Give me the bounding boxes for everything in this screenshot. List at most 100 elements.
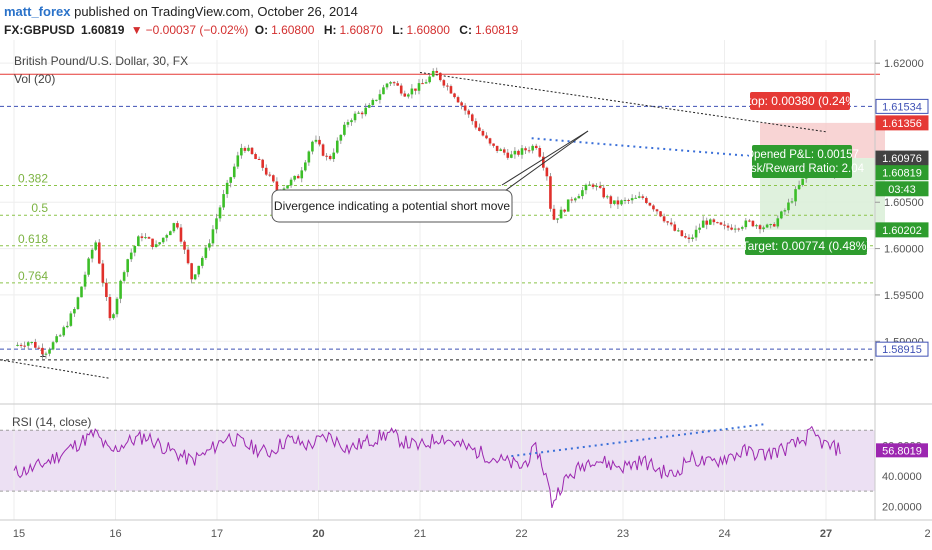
candle-body (439, 72, 442, 81)
candle-body (780, 211, 783, 219)
candle-body (169, 231, 172, 236)
candle-body (247, 147, 250, 151)
candle-body (698, 227, 701, 230)
time-tick-label: 15 (13, 528, 25, 540)
candle-body (225, 182, 229, 195)
candle-body (506, 152, 510, 158)
candle-body (723, 224, 726, 226)
fib-label: 0.5 (31, 201, 48, 215)
candle-body (414, 88, 417, 91)
price-badge-label: 03:43 (888, 184, 916, 196)
candle-body (385, 83, 389, 88)
low-label: L: (392, 23, 404, 37)
target-label[interactable]: Target: 0.00774 (0.48%) (742, 237, 871, 255)
candle-body (272, 175, 275, 182)
candle-body (240, 147, 243, 156)
candle-body (584, 184, 588, 191)
annotation-text: Divergence indicating a potential short … (274, 199, 510, 213)
candle-body (218, 207, 222, 219)
candle-body (186, 249, 190, 264)
fib-label: 0.618 (18, 232, 48, 246)
candle-body (161, 237, 165, 243)
price-badge-box (875, 98, 929, 114)
candle-body (687, 237, 691, 240)
candle-body (48, 349, 51, 354)
candle-body (566, 199, 570, 212)
price-badge: 1.61534 (875, 98, 929, 114)
candle-body (467, 110, 471, 115)
candle-body (62, 327, 66, 336)
candle-body (371, 99, 375, 105)
annotation[interactable]: Divergence indicating a potential short … (271, 130, 589, 223)
candle-body (165, 235, 169, 238)
price-badge-label: 1.60202 (882, 225, 922, 237)
candle-body (122, 272, 126, 281)
time-tick-label: 20 (312, 528, 324, 540)
trend-line-top (419, 71, 827, 133)
candle-body (51, 342, 55, 350)
candle-body (666, 221, 669, 223)
candle-body (623, 199, 627, 201)
candle-body (307, 151, 311, 163)
candle-body (474, 121, 478, 128)
candle-body (531, 145, 534, 151)
candle-body (375, 99, 378, 101)
candle-body (783, 210, 787, 212)
candle-body (588, 184, 591, 186)
candle-body (332, 152, 336, 160)
candle-body (431, 70, 435, 77)
time-tick-label: 22 (515, 528, 527, 540)
candle-body (300, 170, 304, 179)
candle-body (694, 229, 698, 238)
candle-body (556, 218, 559, 220)
candle-body (34, 341, 37, 348)
candle-body (399, 85, 403, 94)
fib-label: 0.382 (18, 172, 48, 186)
candle-body (65, 325, 69, 328)
candle-body (591, 184, 595, 187)
candle-body (765, 224, 769, 228)
candle-body (776, 218, 780, 227)
time-tick-label: 21 (414, 528, 426, 540)
candle-body (264, 167, 268, 175)
time-axis[interactable]: 15 16 17 20 21 22 23 24 27 2 (13, 528, 931, 540)
candle-body (645, 197, 648, 203)
candle-body (794, 189, 797, 202)
candle-body (378, 94, 382, 100)
candle-body (94, 242, 98, 250)
price-badge: 1.60202 (875, 222, 929, 238)
rsi-tick-label: 40.0000 (882, 471, 922, 483)
candle-body (755, 225, 758, 227)
candle-body (243, 147, 247, 151)
candle-body (172, 223, 176, 232)
candle-body (769, 224, 772, 226)
candle-body (151, 238, 154, 248)
price-badge-box (875, 165, 929, 181)
candle-body (677, 230, 680, 232)
candle-body (527, 150, 531, 152)
candle-body (80, 286, 83, 298)
candle-body (55, 336, 58, 343)
author-name[interactable]: matt_forex (4, 4, 71, 19)
candle-body (751, 220, 755, 227)
price-badge-label: 1.60976 (882, 153, 922, 165)
candle-body (453, 93, 456, 98)
candle-body (389, 82, 392, 84)
candle-body (360, 112, 364, 115)
candle-body (655, 209, 659, 212)
price-badge: 03:43 (875, 181, 929, 197)
candle-body (748, 220, 751, 222)
price-badges: 1.61534 1.61356 1.60976 1.60819 03:43 1.60202… (875, 98, 929, 357)
pnl-label[interactable]: Opened P&L: 0.00157 Risk/Reward Ratio: 2… (740, 145, 865, 178)
candle-body (275, 181, 279, 191)
pnl-text: Opened P&L: 0.00157 (745, 149, 859, 161)
stop-label[interactable]: Stop: 0.00380 (0.24%) (740, 92, 860, 110)
candle-body (190, 263, 193, 280)
candle-body (502, 149, 506, 153)
candle-body (417, 83, 421, 91)
price-tick-label: 1.60000 (884, 244, 924, 256)
candle-body (577, 196, 581, 199)
candle-body (758, 225, 762, 230)
candle-body (708, 219, 712, 225)
